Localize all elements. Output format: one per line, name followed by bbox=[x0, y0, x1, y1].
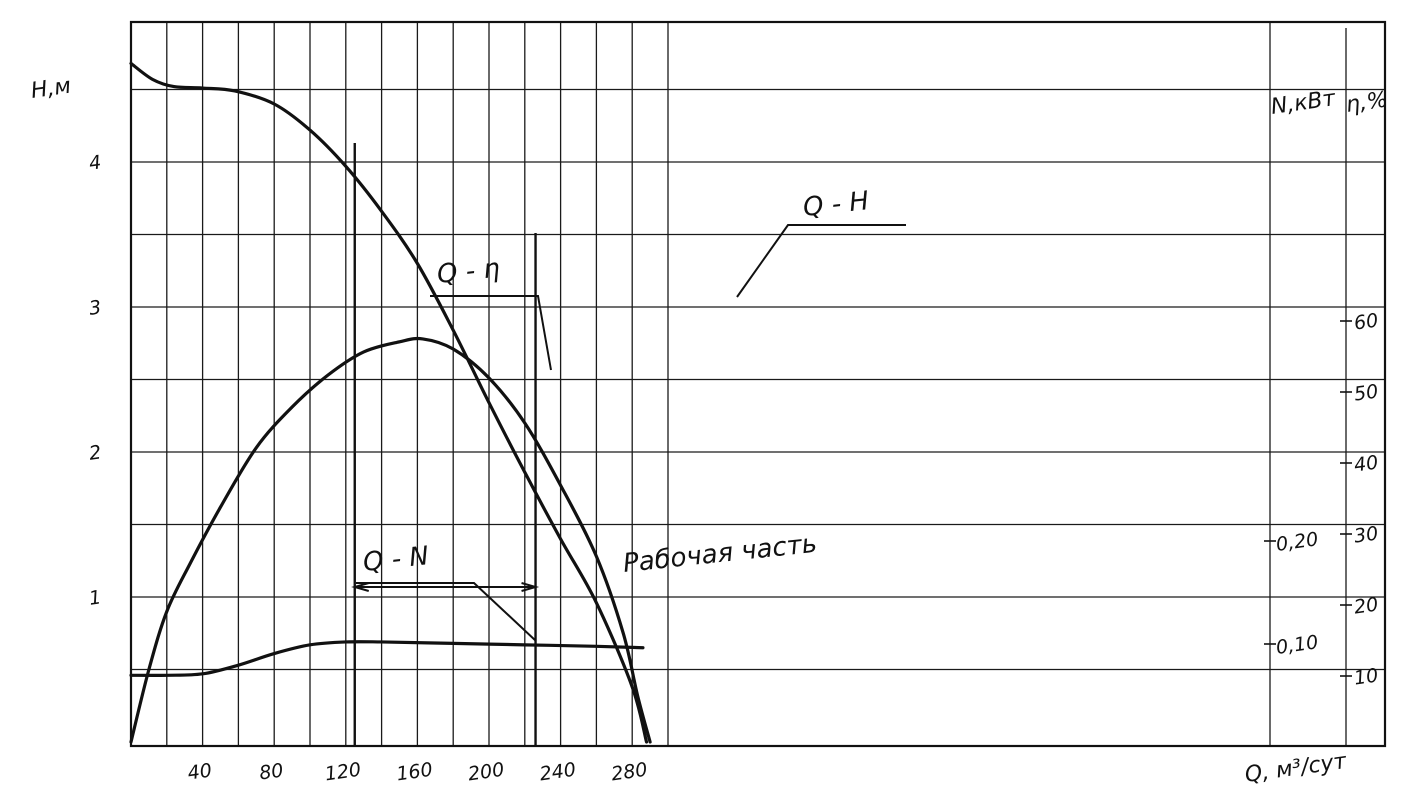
x-tick-label: 80 bbox=[258, 759, 285, 784]
curve-q-eta bbox=[129, 336, 652, 744]
plot-frame bbox=[129, 20, 1387, 748]
leader-q-h bbox=[736, 224, 906, 298]
leader-q-n bbox=[356, 582, 537, 642]
y-axis-label-efficiency: η,% bbox=[1344, 87, 1389, 118]
y-tick-label: 2 bbox=[88, 441, 103, 464]
x-tick-label: 280 bbox=[610, 759, 649, 786]
efficiency-tick-label: 20 bbox=[1353, 593, 1380, 618]
curve-q-h bbox=[129, 61, 649, 744]
efficiency-tick-label: 30 bbox=[1353, 522, 1380, 547]
arrowhead-left bbox=[351, 582, 370, 592]
power-tick-label: 0,10 bbox=[1275, 631, 1320, 659]
tick-labels: 40 80 120 160 200 240 280 1 2 3 4 0,10 0,20 10 20 30 40 5… bbox=[88, 151, 1380, 785]
efficiency-tick-label: 60 bbox=[1353, 309, 1380, 334]
grid bbox=[131, 22, 1385, 746]
y-axis-label-power: N,кВт bbox=[1269, 86, 1338, 120]
x-tick-label: 200 bbox=[467, 759, 506, 786]
x-tick-label: 160 bbox=[395, 759, 434, 786]
label-q-eta: Q - η bbox=[436, 254, 502, 290]
leader-q-eta bbox=[430, 295, 552, 371]
power-tick-label: 0,20 bbox=[1275, 528, 1320, 556]
y-axis-label-head: H,м bbox=[29, 74, 72, 104]
y-tick-label: 3 bbox=[88, 296, 103, 319]
arrowhead-right bbox=[521, 582, 540, 592]
efficiency-tick-label: 10 bbox=[1353, 664, 1380, 689]
efficiency-tick-label: 50 bbox=[1353, 380, 1380, 405]
label-working-range: Рабочая часть bbox=[622, 529, 819, 579]
label-q-n: Q - N bbox=[362, 541, 431, 578]
y-tick-label: 4 bbox=[88, 151, 103, 174]
label-q-h: Q - H bbox=[802, 186, 871, 223]
curve-q-n bbox=[129, 640, 645, 678]
efficiency-tick-label: 40 bbox=[1353, 451, 1380, 476]
x-tick-label: 40 bbox=[186, 759, 213, 784]
x-tick-label: 240 bbox=[538, 759, 577, 786]
chart-marks bbox=[129, 61, 906, 746]
x-tick-label: 120 bbox=[323, 759, 362, 786]
y-tick-label: 1 bbox=[88, 586, 103, 609]
x-axis-label: Q, м³/сут bbox=[1243, 749, 1349, 788]
